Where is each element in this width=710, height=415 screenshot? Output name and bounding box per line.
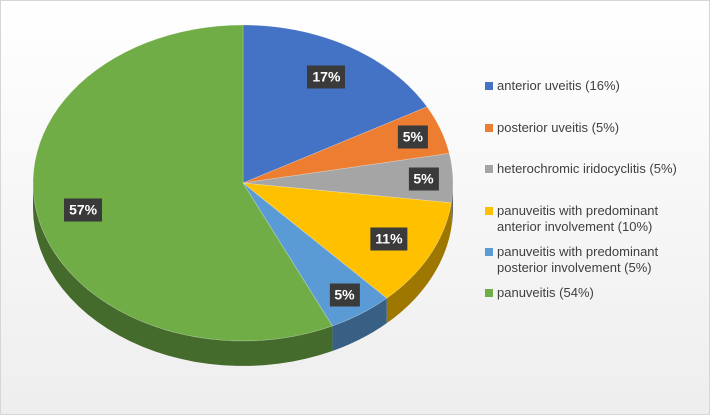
data-label-6: 57% xyxy=(64,198,103,222)
pie-side-walls xyxy=(33,183,453,366)
legend-text-5-2: posterior involvement (5%) xyxy=(497,260,652,275)
pie-slices xyxy=(32,24,454,342)
pie-slice-2 xyxy=(242,106,450,184)
legend-swatch-5 xyxy=(485,247,493,256)
data-label-2: 5% xyxy=(397,125,429,149)
pie-slice-3 xyxy=(242,153,454,204)
legend-swatch-2 xyxy=(485,123,493,132)
legend-text-6-1: panuveitis (54%) xyxy=(497,284,594,300)
legend-text-4-1: panuveitis with predominant xyxy=(497,202,659,218)
pie-side-5 xyxy=(332,298,387,351)
pie-side-6 xyxy=(33,183,333,366)
legend-swatch-4 xyxy=(485,206,493,215)
legend-swatch-3 xyxy=(485,165,493,173)
legend-text-4-2: anterior involvement (10%) xyxy=(497,219,653,234)
pie-side-4 xyxy=(386,202,452,324)
legend-item-6: panuveitis (54%) xyxy=(485,285,700,302)
legend-item-4: panuveitis with predominant anterior invo… xyxy=(485,203,700,236)
data-label-4: 11% xyxy=(370,227,408,251)
legend-text-2-1: posterior uveitis (5%) xyxy=(497,119,620,135)
legend-item-2: posterior uveitis (5%) xyxy=(485,120,700,137)
data-label-1: 17% xyxy=(307,65,346,89)
pie-side-3 xyxy=(451,183,453,228)
legend-item-1: anterior uveitis (16%) xyxy=(485,78,700,95)
pie-slice-4 xyxy=(242,182,452,299)
legend-item-3: heterochromic iridocyclitis (5%) xyxy=(485,161,700,178)
legend-swatch-6 xyxy=(485,288,493,297)
legend-text-3-1: heterochromic iridocyclitis (5%) xyxy=(497,161,677,176)
pie-slice-1 xyxy=(242,24,428,184)
data-label-3: 5% xyxy=(408,167,439,191)
legend-item-5: panuveitis with predominant posterior inv… xyxy=(485,244,700,277)
pie-slice-6 xyxy=(32,24,333,342)
legend-text-1-1: anterior uveitis (16%) xyxy=(497,78,620,93)
data-label-5: 5% xyxy=(329,283,360,307)
chart-legend: anterior uveitis (16%) posterior uveitis … xyxy=(485,78,700,301)
legend-swatch-1 xyxy=(485,82,493,90)
legend-text-5-1: panuveitis with predominant xyxy=(497,243,659,259)
